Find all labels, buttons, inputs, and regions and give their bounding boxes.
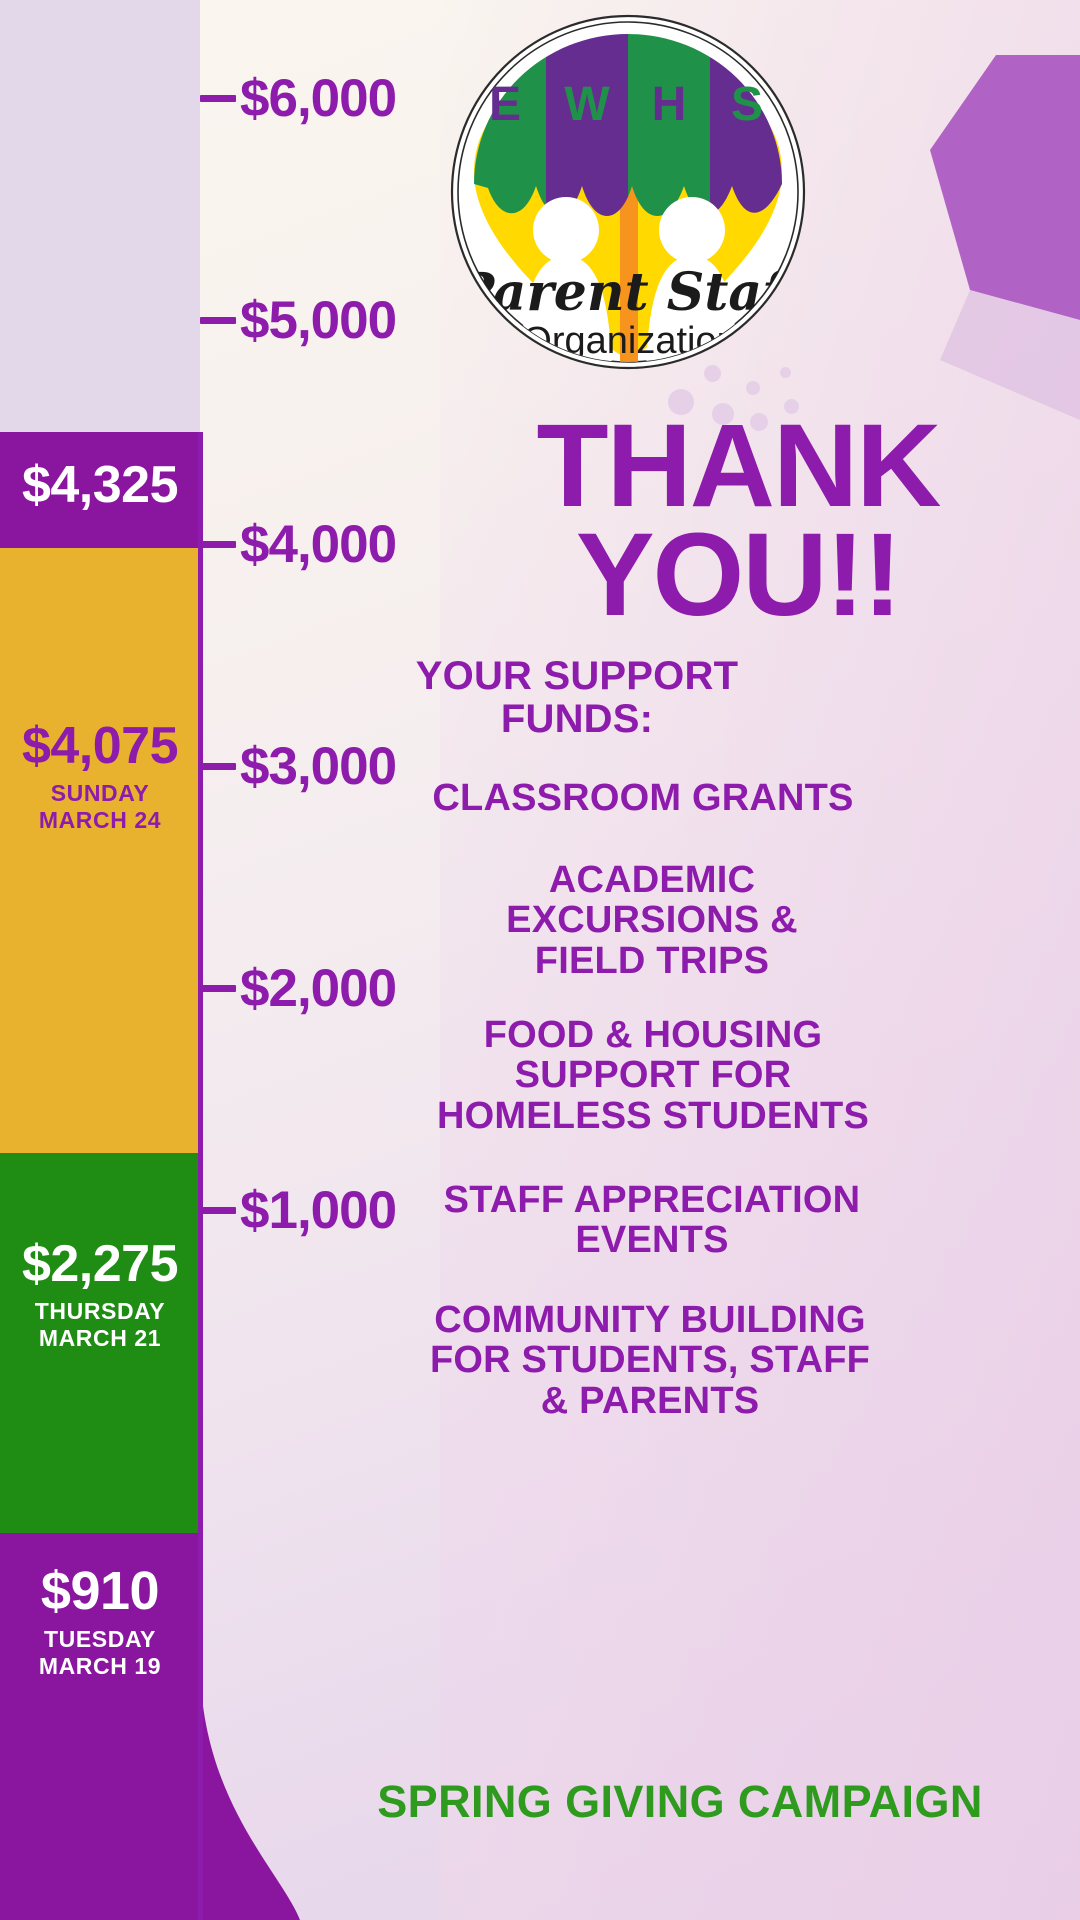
segment-amount: $4,325 <box>21 456 179 514</box>
decorative-ribbon <box>820 0 1080 420</box>
thermometer-segment-4325: $4,325 <box>0 432 200 548</box>
logo-script-text: Parent Staff <box>453 262 812 323</box>
support-heading: YOUR SUPPORT FUNDS: <box>415 654 739 742</box>
tick-label: $4,000 <box>240 515 397 574</box>
axis-tick-1000: $1,000 <box>200 1181 397 1240</box>
headline-line-1: THANK <box>536 400 942 532</box>
support-item-academic-excursions: ACADEMIC EXCURSIONS & FIELD TRIPS <box>506 859 798 982</box>
support-item-food-housing: FOOD & HOUSING SUPPORT FOR HOMELESS STUD… <box>437 1014 869 1137</box>
axis-tick-3000: $3,000 <box>200 737 397 796</box>
tick-dash <box>200 541 236 548</box>
tick-dash <box>200 317 236 324</box>
thermometer-segment-910: $910 TUESDAY MARCH 19 <box>0 1533 200 1920</box>
tick-label: $2,000 <box>240 959 397 1018</box>
axis-tick-6000: $6,000 <box>200 69 397 128</box>
segment-date-line2: MARCH 24 <box>38 806 162 833</box>
logo-sub-text: Organization <box>522 320 737 362</box>
thermometer-axis-line <box>198 432 203 1920</box>
ewhs-parent-staff-organization-logo: E W H S Parent Staff Organization <box>444 8 812 376</box>
thermometer-segment-4075: $4,075 SUNDAY MARCH 24 <box>0 548 200 1153</box>
logo-umbrella-pole <box>620 158 638 362</box>
campaign-label: SPRING GIVING CAMPAIGN <box>377 1776 983 1827</box>
segment-amount: $910 <box>40 1561 160 1621</box>
axis-tick-2000: $2,000 <box>200 959 397 1018</box>
logo-letter-w: W <box>564 78 610 131</box>
headline-line-2: YOU!! <box>575 508 902 641</box>
logo-letter-h: H <box>652 78 687 131</box>
axis-tick-4000: $4,000 <box>200 515 397 574</box>
axis-tick-5000: $5,000 <box>200 291 397 350</box>
tick-dash <box>200 95 236 102</box>
segment-date-line1: SUNDAY <box>50 780 150 806</box>
tick-label: $1,000 <box>240 1181 397 1240</box>
logo-letter-s: S <box>731 78 763 131</box>
thermometer-segment-2275: $2,275 THURSDAY MARCH 21 <box>0 1153 200 1533</box>
segment-date-line2: MARCH 21 <box>38 1324 162 1351</box>
tick-label: $3,000 <box>240 737 397 796</box>
segment-date-line1: THURSDAY <box>34 1298 166 1324</box>
tick-dash <box>200 985 236 992</box>
fundraising-thermometer: $4,325 $4,075 SUNDAY MARCH 24 $2,275 THU… <box>0 0 200 1920</box>
tick-dash <box>200 1207 236 1214</box>
tick-dash <box>200 763 236 770</box>
segment-amount: $2,275 <box>21 1235 179 1293</box>
support-item-classroom-grants: CLASSROOM GRANTS <box>432 777 854 819</box>
segment-amount: $4,075 <box>21 717 179 775</box>
support-item-community-building: COMMUNITY BUILDING FOR STUDENTS, STAFF &… <box>429 1299 871 1422</box>
page-title: THANK YOU!! <box>418 400 1058 641</box>
segment-date-line2: MARCH 19 <box>38 1652 162 1679</box>
segment-date-line1: TUESDAY <box>44 1626 156 1652</box>
tick-label: $5,000 <box>240 291 397 350</box>
tick-label: $6,000 <box>240 69 397 128</box>
logo-figures <box>520 197 738 362</box>
support-item-staff-appreciation: STAFF APPRECIATION EVENTS <box>443 1179 861 1262</box>
